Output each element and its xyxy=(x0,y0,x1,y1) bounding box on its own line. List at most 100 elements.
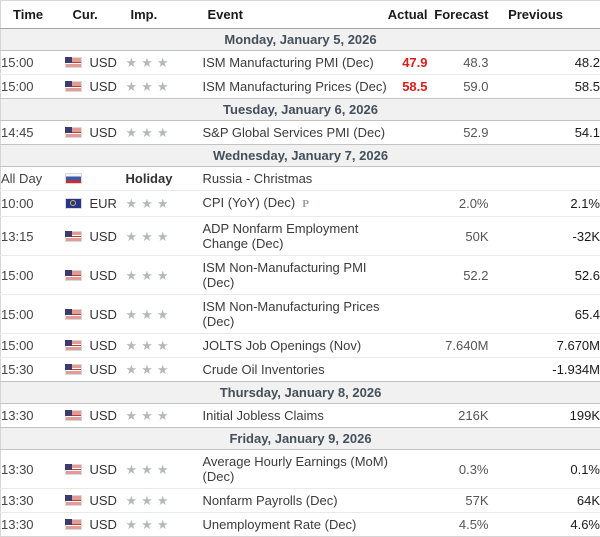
importance-star-icon: ★ xyxy=(141,362,153,377)
previous-value: 58.5 xyxy=(489,75,600,99)
importance-star-icon: ★ xyxy=(157,362,169,377)
event-name-link[interactable]: Initial Jobless Claims xyxy=(203,408,324,423)
us-flag-icon xyxy=(65,270,82,281)
event-name-link[interactable]: Russia - Christmas xyxy=(203,171,313,186)
day-header-row: Tuesday, January 6, 2026 xyxy=(1,99,600,121)
importance-star-icon: ★ xyxy=(157,125,169,140)
event-name-link[interactable]: Unemployment Rate (Dec) xyxy=(203,517,357,532)
currency-code: USD xyxy=(90,268,117,283)
event-currency: USD xyxy=(65,334,126,358)
event-name-link[interactable]: JOLTS Job Openings (Nov) xyxy=(203,338,362,353)
actual-value xyxy=(398,489,428,513)
previous-value: 2.1% xyxy=(489,191,600,217)
event-time: 15:00 xyxy=(1,334,65,358)
column-header-actual: Actual xyxy=(398,1,428,29)
event-importance: ★★★ xyxy=(126,295,203,334)
event-time: All Day xyxy=(1,167,65,191)
event-name-link[interactable]: Nonfarm Payrolls (Dec) xyxy=(203,493,338,508)
event-importance: ★★★ xyxy=(126,334,203,358)
event-name-link[interactable]: ISM Non-Manufacturing Prices (Dec) xyxy=(203,299,380,329)
day-header-label: Wednesday, January 7, 2026 xyxy=(1,145,600,167)
day-header-label: Monday, January 5, 2026 xyxy=(1,29,600,51)
importance-star-icon: ★ xyxy=(126,55,138,70)
actual-value xyxy=(398,358,428,382)
previous-value: 48.2 xyxy=(489,51,600,75)
event-cell: Nonfarm Payrolls (Dec) xyxy=(203,489,398,513)
event-importance: ★★★ xyxy=(126,513,203,537)
importance-star-icon: ★ xyxy=(126,268,138,283)
event-name-link[interactable]: S&P Global Services PMI (Dec) xyxy=(203,125,386,140)
importance-star-icon: ★ xyxy=(126,196,138,211)
importance-star-icon: ★ xyxy=(141,517,153,532)
importance-star-icon: ★ xyxy=(157,307,169,322)
forecast-value: 50K xyxy=(428,217,489,256)
event-row[interactable]: All Day Holiday Russia - Christmas xyxy=(1,167,600,191)
event-name-link[interactable]: ADP Nonfarm Employment Change (Dec) xyxy=(203,221,359,251)
currency-code: USD xyxy=(90,362,117,377)
us-flag-icon xyxy=(65,127,82,138)
previous-value: -32K xyxy=(489,217,600,256)
preliminary-marker-icon: P xyxy=(302,198,309,210)
importance-star-icon: ★ xyxy=(126,125,138,140)
actual-value xyxy=(398,513,428,537)
currency-code: USD xyxy=(90,493,117,508)
event-time: 15:00 xyxy=(1,256,65,295)
event-cell: ADP Nonfarm Employment Change (Dec) xyxy=(203,217,398,256)
us-flag-icon xyxy=(65,410,82,421)
previous-value: 65.4 xyxy=(489,295,600,334)
forecast-value: 52.9 xyxy=(428,121,489,145)
importance-star-icon: ★ xyxy=(126,408,138,423)
column-header-importance: Imp. xyxy=(126,1,203,29)
event-importance: ★★★ xyxy=(126,191,203,217)
importance-star-icon: ★ xyxy=(157,55,169,70)
event-name-link[interactable]: CPI (YoY) (Dec) xyxy=(203,195,296,210)
importance-star-icon: ★ xyxy=(126,229,138,244)
event-name-link[interactable]: ISM Manufacturing PMI (Dec) xyxy=(203,55,374,70)
holiday-label: Holiday xyxy=(126,171,173,186)
us-flag-icon xyxy=(65,309,82,320)
previous-value: 0.1% xyxy=(489,450,600,489)
event-name-link[interactable]: Average Hourly Earnings (MoM) (Dec) xyxy=(203,454,388,484)
importance-star-icon: ★ xyxy=(126,338,138,353)
event-importance: ★★★ xyxy=(126,489,203,513)
us-flag-icon xyxy=(65,57,82,68)
importance-star-icon: ★ xyxy=(141,79,153,94)
day-header-row: Wednesday, January 7, 2026 xyxy=(1,145,600,167)
event-time: 15:00 xyxy=(1,295,65,334)
event-cell: ISM Manufacturing Prices (Dec) xyxy=(203,75,398,99)
column-header-currency: Cur. xyxy=(65,1,126,29)
event-name-link[interactable]: ISM Non-Manufacturing PMI (Dec) xyxy=(203,260,367,290)
currency-code: USD xyxy=(90,307,117,322)
event-importance: ★★★ xyxy=(126,450,203,489)
event-cell: Initial Jobless Claims xyxy=(203,404,398,428)
previous-value xyxy=(489,167,600,191)
event-cell: Russia - Christmas xyxy=(203,167,398,191)
event-name-link[interactable]: Crude Oil Inventories xyxy=(203,362,325,377)
event-time: 13:30 xyxy=(1,450,65,489)
importance-star-icon: ★ xyxy=(126,79,138,94)
previous-value: 64K xyxy=(489,489,600,513)
event-currency: EUR xyxy=(65,191,126,217)
table-header: Time Cur. Imp. Event Actual Forecast Pre… xyxy=(1,1,600,29)
forecast-value: 0.3% xyxy=(428,450,489,489)
event-time: 15:30 xyxy=(1,358,65,382)
importance-star-icon: ★ xyxy=(157,462,169,477)
day-header-row: Monday, January 5, 2026 xyxy=(1,29,600,51)
event-row[interactable]: 15:00 USD ★★★ISM Non-Manufacturing Prices … xyxy=(1,295,600,334)
event-name-link[interactable]: ISM Manufacturing Prices (Dec) xyxy=(203,79,387,94)
actual-value xyxy=(398,450,428,489)
us-flag-icon xyxy=(65,231,82,242)
